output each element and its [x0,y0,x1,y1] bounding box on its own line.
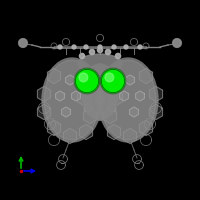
Ellipse shape [98,58,158,142]
Polygon shape [96,112,104,120]
Circle shape [105,49,111,55]
Ellipse shape [100,60,156,140]
Ellipse shape [78,54,122,74]
Polygon shape [37,86,51,102]
Ellipse shape [44,60,100,140]
Circle shape [58,45,62,49]
Circle shape [173,39,181,47]
Polygon shape [47,68,61,84]
Circle shape [75,69,99,93]
Ellipse shape [42,58,102,142]
Polygon shape [123,128,137,144]
Circle shape [115,53,121,59]
Polygon shape [83,108,97,124]
Circle shape [89,49,95,55]
Circle shape [19,39,27,47]
Polygon shape [96,96,104,104]
Circle shape [173,39,181,47]
Polygon shape [108,104,116,112]
Polygon shape [84,84,92,92]
Polygon shape [47,120,61,136]
Circle shape [79,73,88,82]
Polygon shape [66,75,74,85]
Circle shape [84,45,88,49]
Polygon shape [109,90,123,106]
Circle shape [19,39,27,47]
Polygon shape [103,108,117,124]
Circle shape [112,45,116,49]
Polygon shape [149,86,163,102]
Polygon shape [84,104,92,112]
Ellipse shape [82,64,118,120]
Polygon shape [108,84,116,92]
Circle shape [101,69,125,93]
Polygon shape [120,91,128,101]
Polygon shape [149,104,163,120]
Circle shape [74,68,100,94]
Polygon shape [62,107,70,117]
Polygon shape [63,128,77,144]
Circle shape [98,45,102,49]
Circle shape [124,45,128,49]
Polygon shape [37,104,51,120]
Polygon shape [72,91,80,101]
Polygon shape [126,75,134,85]
Polygon shape [130,107,138,117]
Circle shape [97,47,103,53]
Polygon shape [79,124,93,140]
Polygon shape [139,120,153,136]
Polygon shape [77,90,91,106]
Polygon shape [136,91,144,101]
Polygon shape [107,124,121,140]
Circle shape [138,45,142,49]
Circle shape [105,73,114,82]
Circle shape [100,68,126,94]
Circle shape [79,53,85,59]
Polygon shape [56,91,64,101]
Circle shape [72,45,76,49]
Polygon shape [139,68,153,84]
Polygon shape [96,72,104,80]
